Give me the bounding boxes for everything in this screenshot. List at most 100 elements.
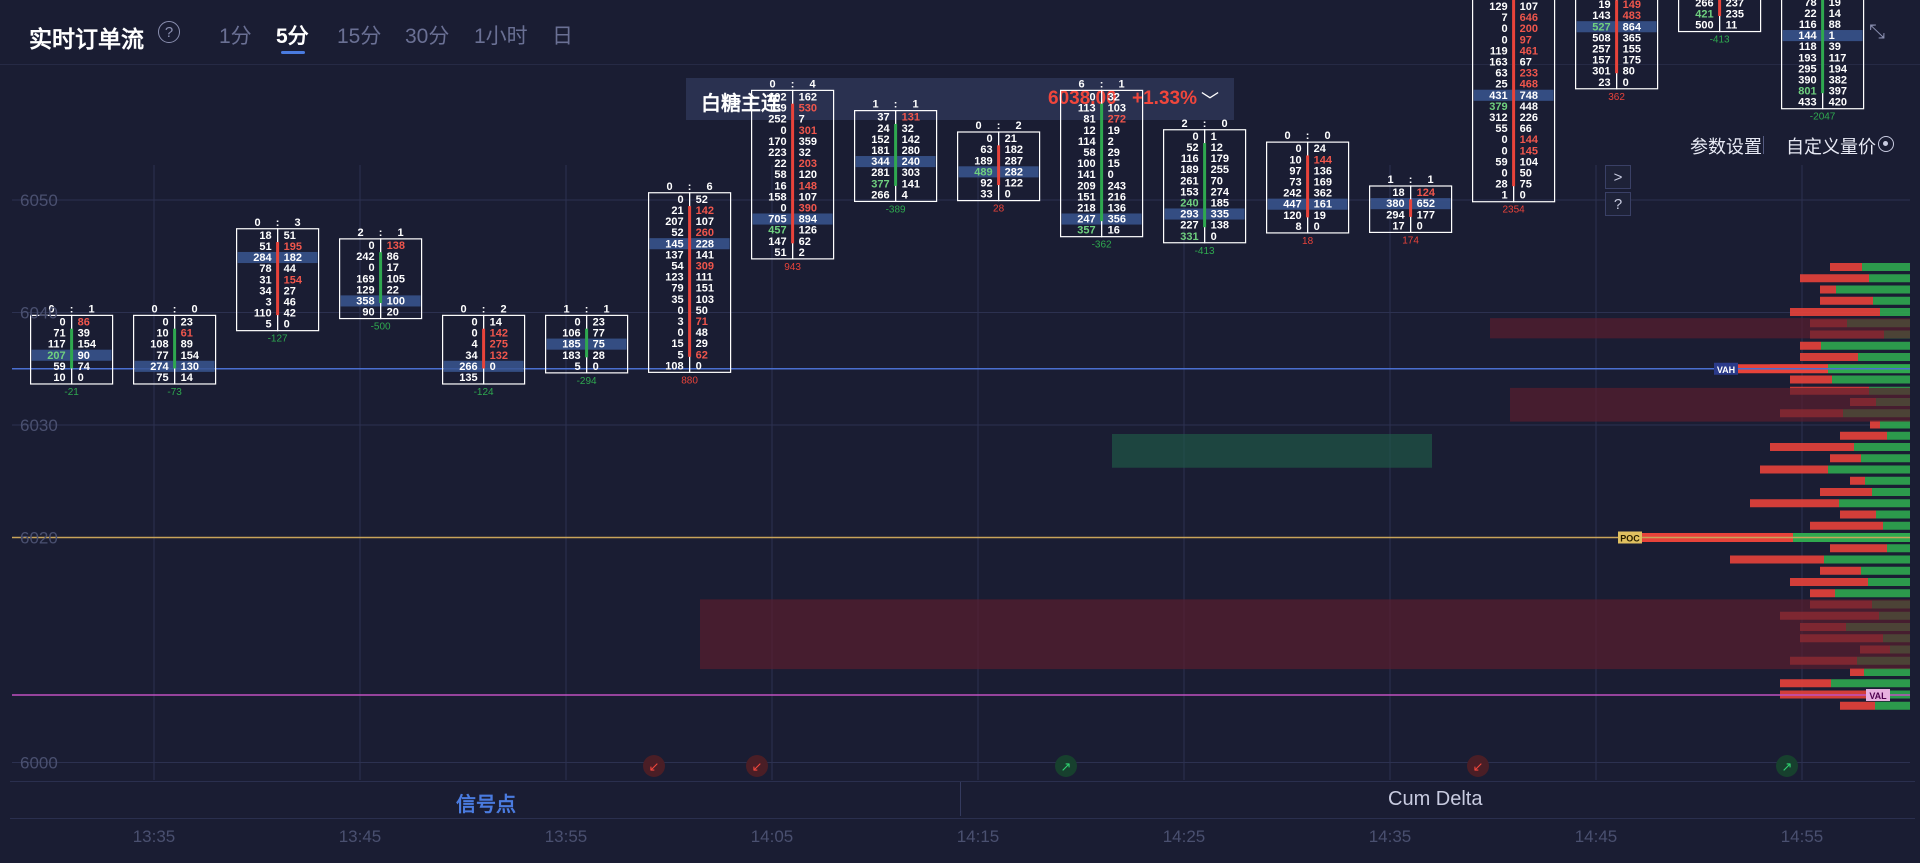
signal-marker (746, 755, 768, 777)
ask-volume: 117 (1829, 52, 1847, 64)
ask-volume: 0 (78, 372, 84, 384)
profile-bar-buy (1836, 285, 1910, 294)
footprint-candle: 0:10161914914348352786450836525715515717… (1574, 0, 1659, 103)
profile-bar-buy (1858, 353, 1910, 361)
ask-volume: 44 (284, 263, 297, 275)
level-tag-bg (1714, 362, 1738, 375)
bid-volume: 75 (156, 372, 168, 384)
ask-volume: 52 (696, 194, 708, 206)
profile-bar-buy (1864, 668, 1910, 676)
tab-signal-points[interactable]: 信号点 (456, 794, 516, 816)
ask-volume: 28 (593, 350, 605, 362)
x-tick-label: 13:45 (339, 827, 382, 846)
bid-volume: 0 (368, 262, 374, 274)
bid-volume: 181 (871, 145, 889, 157)
candle-header-ask: 1 (1119, 78, 1125, 90)
candle-body (276, 242, 280, 316)
x-tick-label: 13:35 (133, 827, 176, 846)
collapse-icon[interactable]: ⤡ (1869, 21, 1885, 43)
custom-volume-price-button[interactable]: 自定义量价 (1786, 137, 1876, 157)
bid-volume: 158 (768, 191, 786, 203)
ask-volume: 29 (696, 338, 708, 350)
bid-volume: 58 (1083, 147, 1095, 159)
ask-volume: 136 (1108, 202, 1126, 214)
ask-volume: 39 (1829, 41, 1841, 53)
bid-volume: 151 (1077, 191, 1095, 203)
ask-volume: 88 (1829, 19, 1841, 31)
profile-bar-buy (1861, 566, 1910, 575)
bid-volume: 12 (1083, 125, 1095, 137)
profile-bar-buy (1865, 476, 1910, 485)
tab-day[interactable]: 日 (552, 25, 573, 48)
tab-cum-delta[interactable]: Cum Delta (1388, 788, 1483, 810)
ask-volume: 365 (1623, 32, 1641, 44)
bid-volume: 33 (980, 189, 992, 201)
tab-1min[interactable]: 1分 (219, 25, 252, 48)
bid-volume: 37 (877, 112, 889, 124)
x-tick-label: 14:05 (751, 827, 794, 846)
ask-volume: 74 (78, 361, 91, 373)
ask-volume: 356 (1108, 214, 1126, 226)
ask-volume: 182 (284, 252, 302, 264)
tab-30min[interactable]: 30分 (405, 25, 450, 48)
y-tick-label: 6030 (20, 416, 58, 435)
bid-volume: 0 (59, 316, 65, 328)
bid-volume: 227 (1180, 220, 1198, 232)
chart-help-button[interactable]: ? (1605, 192, 1631, 216)
candle-delta: 362 (1608, 92, 1625, 103)
ask-volume: 50 (1520, 168, 1532, 180)
ask-volume: 233 (1520, 68, 1538, 80)
candle-body (894, 123, 898, 186)
bid-volume: 78 (1804, 0, 1816, 9)
tab-15min[interactable]: 15分 (337, 25, 382, 48)
candle-delta: -413 (1710, 35, 1730, 46)
bid-volume: 4 (471, 339, 478, 351)
bid-volume: 189 (1180, 164, 1198, 176)
help-icon[interactable]: ? (158, 21, 180, 43)
ask-volume: 235 (1726, 8, 1744, 20)
candle-header-sep: : (482, 303, 486, 315)
bid-volume: 58 (774, 169, 786, 181)
bid-volume: 21 (671, 205, 683, 217)
bid-volume: 137 (665, 249, 683, 261)
bid-volume: 377 (871, 178, 889, 190)
profile-bar-buy (1828, 465, 1910, 474)
ask-volume: 7 (799, 114, 805, 126)
signal-icon: ↗ (1061, 759, 1072, 774)
next-button[interactable]: > (1605, 165, 1631, 189)
bid-volume: 266 (871, 189, 889, 201)
ask-volume: 14 (490, 316, 503, 328)
footprint-candle: 0: 2 0 14 0 142 4 275 34 132 266 0 135 -124 (442, 303, 526, 398)
bid-volume: 0 (780, 125, 786, 137)
params-settings-button[interactable]: 参数设置 (1690, 137, 1762, 157)
ask-volume: 105 (387, 273, 405, 285)
bid-volume: 52 (671, 227, 683, 239)
ask-volume: 66 (1520, 123, 1532, 135)
bid-volume: 189 (974, 155, 992, 167)
candle-header-sep: : (688, 181, 692, 193)
ask-volume: 390 (799, 202, 817, 214)
bid-volume: 108 (665, 360, 683, 372)
candle-header-bid: 1 (564, 303, 570, 315)
bid-volume: 120 (1283, 210, 1301, 222)
candle-header-ask: 1 (604, 303, 610, 315)
candle-header-sep: : (1409, 174, 1413, 186)
ask-volume: 1 (1829, 30, 1835, 42)
profile-bar-buy (1883, 521, 1910, 530)
bid-volume: 145 (665, 238, 683, 250)
tab-5min[interactable]: 5分 (276, 25, 309, 48)
bid-volume: 294 (1386, 209, 1405, 221)
target-icon[interactable] (1878, 136, 1894, 152)
tab-1hour[interactable]: 1小时 (474, 25, 528, 48)
level-tag-val: VAL (1869, 691, 1887, 701)
ask-volume: 75 (593, 339, 605, 351)
ask-volume: 51 (284, 230, 296, 242)
ask-volume: 4 (902, 189, 909, 201)
ask-volume: 0 (490, 361, 496, 373)
